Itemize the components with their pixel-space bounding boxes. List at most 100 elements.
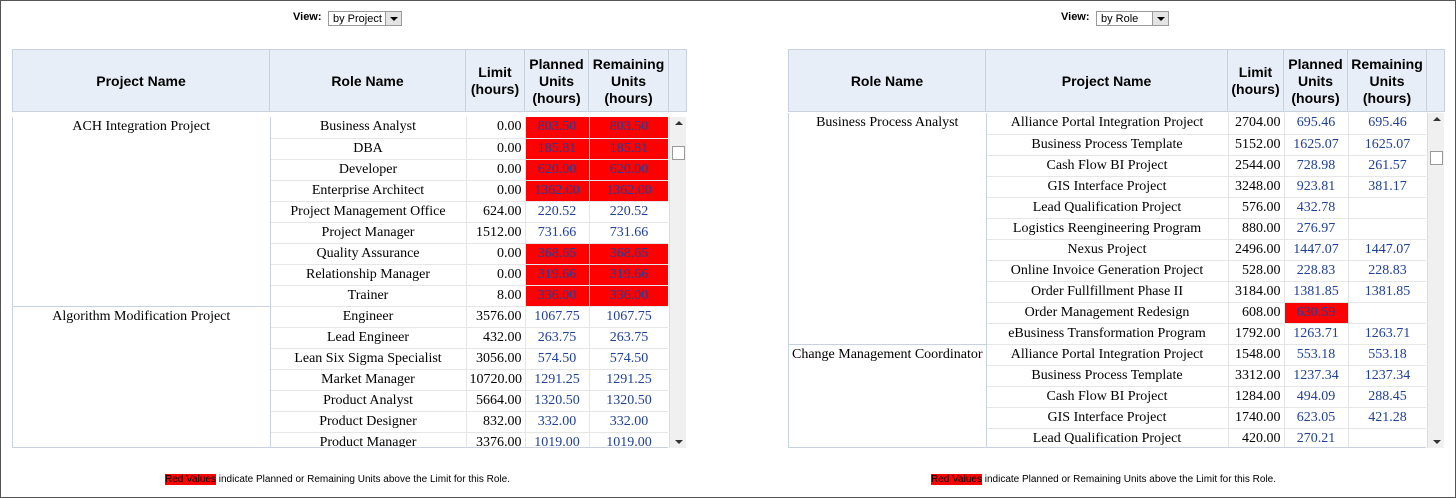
row-name: Business Process Template <box>986 365 1229 387</box>
planned: 574.50 <box>525 348 590 370</box>
dropdown-button[interactable] <box>385 12 401 25</box>
table-body: Business Process Analyst Alliance Portal … <box>788 113 1426 448</box>
row-name: eBusiness Transformation Program <box>986 323 1229 345</box>
table-header: Project Name Role Name Limit (hours) Planne… <box>12 49 687 112</box>
planned: 630.59 <box>1284 302 1349 324</box>
limit: 576.00 <box>1228 197 1285 219</box>
planned: 332.00 <box>525 411 590 433</box>
row-name: Relationship Manager <box>270 264 467 286</box>
remaining <box>1348 302 1426 324</box>
limit: 1512.00 <box>466 222 526 244</box>
limit: 5664.00 <box>466 390 526 412</box>
scroll-up[interactable] <box>675 121 683 125</box>
row-name: Nexus Project <box>986 239 1229 261</box>
table-row: Developer 0.00 620.00 620.00 <box>13 159 668 181</box>
planned: 803.50 <box>525 117 590 139</box>
row-name: Alliance Portal Integration Project <box>986 344 1229 366</box>
view-select[interactable]: by Project <box>328 11 402 26</box>
limit: 3184.00 <box>1228 281 1285 303</box>
planned: 276.97 <box>1284 218 1349 240</box>
group-name: ACH Integration Project <box>13 117 271 307</box>
remaining: 1320.50 <box>589 390 668 412</box>
row-name: Lead Qualification Project <box>986 197 1229 219</box>
scroll-down[interactable] <box>1433 440 1441 444</box>
table-row: Online Invoice Generation Project 528.00 2… <box>789 260 1426 282</box>
column-header[interactable]: Limit (hours) <box>1228 50 1284 112</box>
view-label: View: <box>1061 11 1090 23</box>
dropdown-button[interactable] <box>1152 12 1168 25</box>
table-row: Product Designer 832.00 332.00 332.00 <box>13 411 668 433</box>
row-name: Online Invoice Generation Project <box>986 260 1229 282</box>
table-row: Business Process Template 3312.00 1237.34 1… <box>789 365 1426 387</box>
legend-highlight: Red Values <box>165 474 216 485</box>
remaining: 1263.71 <box>1348 323 1426 345</box>
limit: 0.00 <box>466 180 526 202</box>
limit: 0.00 <box>466 264 526 286</box>
planned: 695.46 <box>1284 113 1349 135</box>
scroll-down[interactable] <box>675 440 683 444</box>
table-row: Product Analyst 5664.00 1320.50 1320.50 <box>13 390 668 412</box>
limit: 3056.00 <box>466 348 526 370</box>
row-name: Trainer <box>270 285 467 307</box>
planned: 270.21 <box>1284 428 1349 447</box>
table-row: Business Process Template 5152.00 1625.07 1… <box>789 134 1426 156</box>
table-row: Order Fullfillment Phase II 3184.00 1381.8… <box>789 281 1426 303</box>
column-header[interactable]: Role Name <box>270 50 466 112</box>
remaining: 574.50 <box>589 348 668 370</box>
column-header[interactable]: Project Name <box>986 50 1228 112</box>
scroll-thumb[interactable] <box>672 146 685 160</box>
row-name: Cash Flow BI Project <box>986 386 1229 408</box>
planned: 1291.25 <box>525 369 590 391</box>
planned: 1320.50 <box>525 390 590 412</box>
table-row: ACH Integration Project Business Analyst 0… <box>13 117 668 307</box>
scroll-up[interactable] <box>1433 117 1441 121</box>
planned: 220.52 <box>525 201 590 223</box>
limit: 1740.00 <box>1228 407 1285 429</box>
table-row: Lead Qualification Project 420.00 270.21 <box>789 428 1426 447</box>
remaining: 368.65 <box>589 243 668 265</box>
row-name: DBA <box>270 138 467 160</box>
planned: 623.05 <box>1284 407 1349 429</box>
view-value: by Role <box>1101 13 1139 25</box>
limit: 8.00 <box>466 285 526 307</box>
planned: 923.81 <box>1284 176 1349 198</box>
data-table: Business Process Analyst Alliance Portal … <box>789 113 1426 447</box>
row-name: GIS Interface Project <box>986 176 1229 198</box>
column-header[interactable]: Planned Units (hours) <box>525 50 589 112</box>
remaining: 1381.85 <box>1348 281 1426 303</box>
planned: 1625.07 <box>1284 134 1349 156</box>
row-name: Lean Six Sigma Specialist <box>270 348 467 370</box>
scroll-thumb[interactable] <box>1430 151 1443 165</box>
scrollbar[interactable] <box>669 117 686 448</box>
legend: Red Values indicate Planned or Remaining… <box>931 474 1276 485</box>
table-header: Role Name Project Name Limit (hours) Planne… <box>788 49 1445 112</box>
remaining: 1625.07 <box>1348 134 1426 156</box>
table-row: Trainer 8.00 336.00 336.00 <box>13 285 668 307</box>
column-header[interactable]: Role Name <box>789 50 986 112</box>
remaining: 1447.07 <box>1348 239 1426 261</box>
limit: 2704.00 <box>1228 113 1285 135</box>
column-header[interactable]: Remaining Units (hours) <box>589 50 669 112</box>
row-name: Market Manager <box>270 369 467 391</box>
column-header[interactable]: Project Name <box>13 50 270 112</box>
remaining: 185.81 <box>589 138 668 160</box>
limit: 0.00 <box>466 243 526 265</box>
remaining <box>1348 428 1426 447</box>
column-header[interactable]: Planned Units (hours) <box>1284 50 1348 112</box>
limit: 3576.00 <box>466 306 526 328</box>
row-name: Business Process Template <box>986 134 1229 156</box>
table-row: Business Process Analyst Alliance Portal … <box>789 113 1426 345</box>
table-row: Relationship Manager 0.00 319.66 319.66 <box>13 264 668 286</box>
table-row: Cash Flow BI Project 2544.00 728.98 261.57 <box>789 155 1426 177</box>
column-header[interactable]: Remaining Units (hours) <box>1348 50 1427 112</box>
table-row: Lead Qualification Project 576.00 432.78 <box>789 197 1426 219</box>
scrollbar[interactable] <box>1427 113 1444 448</box>
view-select[interactable]: by Role <box>1096 11 1169 26</box>
row-name: Product Manager <box>270 432 467 447</box>
planned: 1237.34 <box>1284 365 1349 387</box>
remaining: 553.18 <box>1348 344 1426 366</box>
remaining: 336.00 <box>589 285 668 307</box>
column-header[interactable]: Limit (hours) <box>466 50 525 112</box>
legend-text: indicate Planned or Remaining Units abov… <box>218 474 511 485</box>
planned: 336.00 <box>525 285 590 307</box>
